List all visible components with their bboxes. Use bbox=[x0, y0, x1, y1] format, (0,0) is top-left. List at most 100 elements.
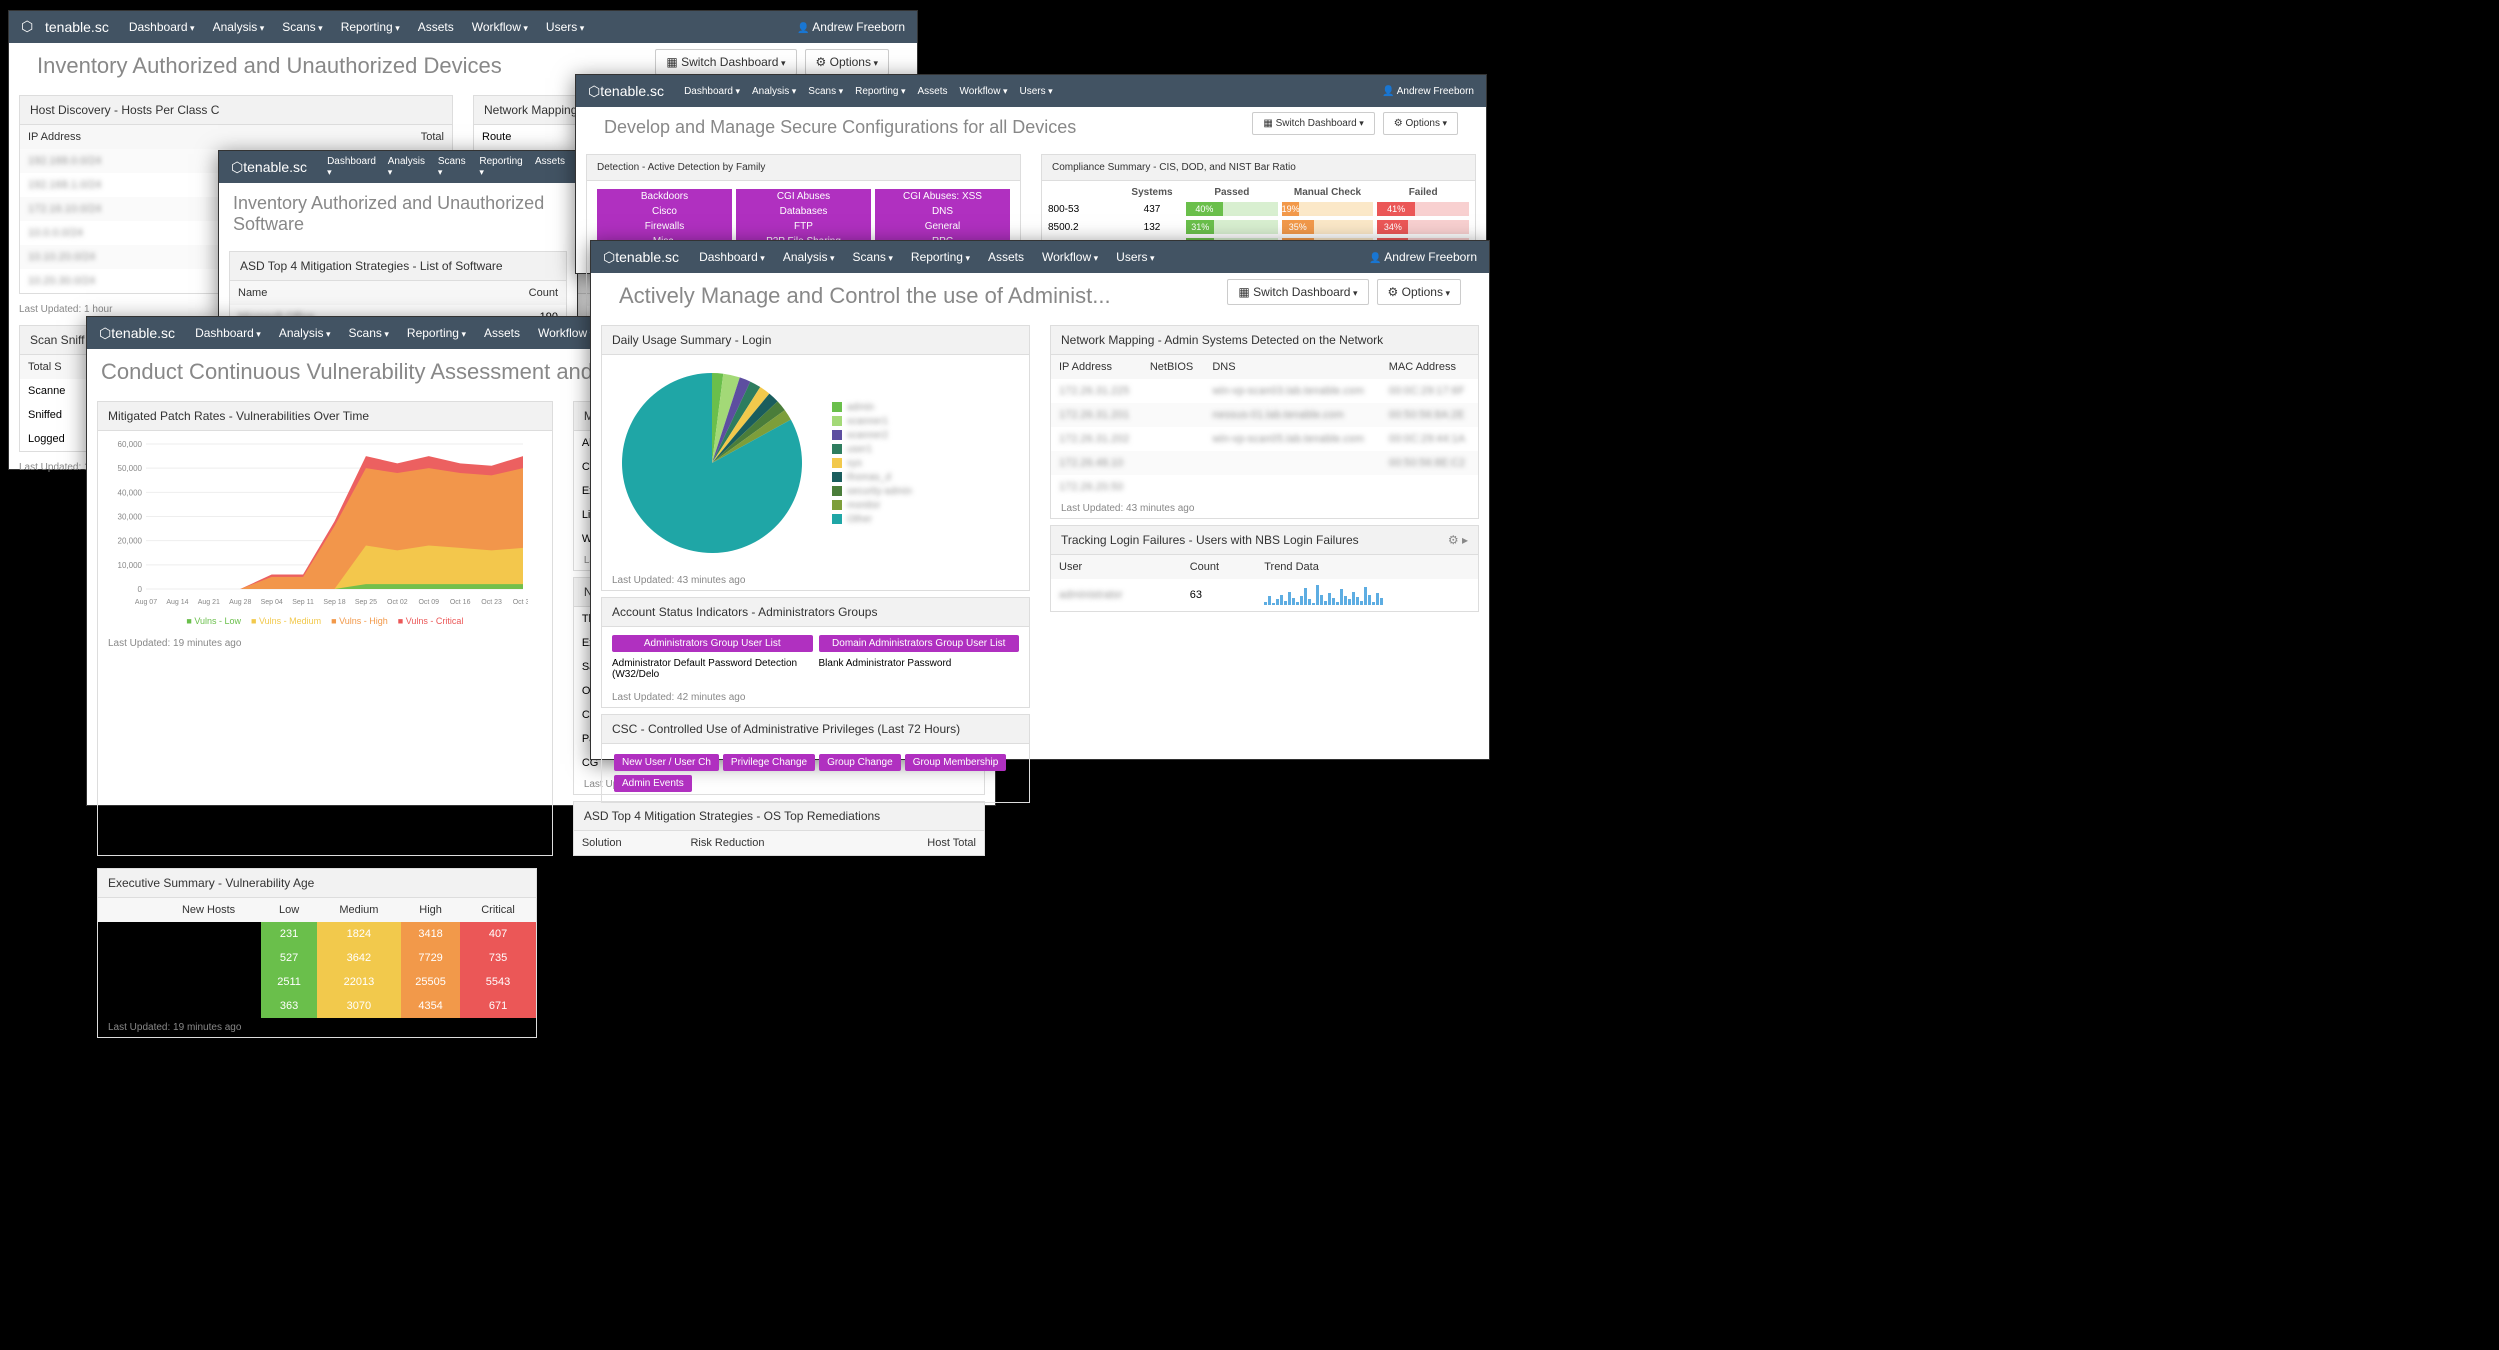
last-updated: Last Updated: 43 minutes ago bbox=[602, 571, 1029, 590]
panel-patch-rates: Mitigated Patch Rates - Vulnerabilities … bbox=[97, 401, 553, 856]
nav-scans[interactable]: Scans bbox=[438, 156, 470, 178]
svg-text:50,000: 50,000 bbox=[118, 464, 143, 473]
nav-dashboard[interactable]: Dashboard bbox=[699, 250, 765, 264]
nav-analysis[interactable]: Analysis bbox=[783, 250, 835, 264]
detection-tag[interactable]: DNS bbox=[875, 204, 1010, 219]
svg-text:Oct 16: Oct 16 bbox=[450, 599, 471, 606]
panel-header: Account Status Indicators - Administrato… bbox=[602, 598, 1029, 627]
nav-users[interactable]: Users bbox=[546, 20, 584, 34]
domain-admin-button[interactable]: Domain Administrators Group User List bbox=[819, 635, 1020, 652]
login-pie-chart bbox=[612, 363, 812, 563]
nav-reporting[interactable]: Reporting bbox=[479, 156, 525, 178]
nav-assets[interactable]: Assets bbox=[988, 250, 1024, 264]
nav-scans[interactable]: Scans bbox=[808, 86, 843, 97]
chart-legend: Vulns - LowVulns - MediumVulns - HighVul… bbox=[108, 616, 542, 626]
nav-items: Dashboard Analysis Scans Reporting Asset… bbox=[699, 250, 1154, 264]
window-admin-control: ⬡ tenable.sc Dashboard Analysis Scans Re… bbox=[590, 240, 1490, 760]
nav-scans[interactable]: Scans bbox=[349, 326, 389, 340]
switch-dashboard-button[interactable]: ▦ Switch Dashboard bbox=[1252, 112, 1374, 135]
vuln-area-chart: 010,00020,00030,00040,00050,00060,000Aug… bbox=[108, 439, 528, 609]
options-button[interactable]: ⚙ Options bbox=[1383, 112, 1458, 135]
options-button[interactable]: ⚙ Options bbox=[805, 49, 889, 75]
pie-legend: adminscanner1scanner2user1systhomas_dsec… bbox=[832, 399, 912, 528]
nav-workflow[interactable]: Workflow bbox=[472, 20, 528, 34]
logo: ⬡tenable.sc bbox=[21, 18, 109, 36]
nav-assets[interactable]: Assets bbox=[484, 326, 520, 340]
nav-analysis[interactable]: Analysis bbox=[213, 20, 265, 34]
nav-users[interactable]: Users bbox=[1020, 86, 1053, 97]
nav-users[interactable]: Users bbox=[1116, 250, 1154, 264]
detection-tag[interactable]: FTP bbox=[736, 219, 871, 234]
switch-dashboard-button[interactable]: ▦ Switch Dashboard bbox=[1227, 279, 1368, 305]
svg-text:20,000: 20,000 bbox=[118, 537, 143, 546]
detection-tag[interactable]: Cisco bbox=[597, 204, 732, 219]
nav-items: Dashboard Analysis Scans Reporting Asset… bbox=[684, 86, 1053, 97]
nav-user[interactable]: Andrew Freeborn bbox=[797, 20, 905, 34]
nav-dashboard[interactable]: Dashboard bbox=[129, 20, 195, 34]
nav-scans[interactable]: Scans bbox=[282, 20, 322, 34]
nav-user[interactable]: Andrew Freeborn bbox=[1369, 250, 1477, 264]
svg-text:Aug 21: Aug 21 bbox=[198, 599, 220, 606]
nav-workflow[interactable]: Workflow bbox=[538, 326, 594, 340]
logo: ⬡ tenable.sc bbox=[588, 83, 664, 100]
nav-dashboard[interactable]: Dashboard bbox=[684, 86, 740, 97]
nav-dashboard[interactable]: Dashboard bbox=[195, 326, 261, 340]
svg-text:Sep 25: Sep 25 bbox=[355, 599, 377, 606]
detection-tag[interactable]: General bbox=[875, 219, 1010, 234]
svg-text:Sep 04: Sep 04 bbox=[261, 599, 283, 606]
brand-text: tenable.sc bbox=[45, 19, 109, 35]
detection-tag[interactable]: Databases bbox=[736, 204, 871, 219]
csc-chip[interactable]: New User / User Ch bbox=[614, 754, 719, 771]
detection-tag[interactable]: Backdoors bbox=[597, 189, 732, 204]
csc-chip[interactable]: Privilege Change bbox=[723, 754, 815, 771]
nav-workflow[interactable]: Workflow bbox=[1042, 250, 1098, 264]
nav-assets[interactable]: Assets bbox=[918, 86, 948, 97]
panel-header: Mitigated Patch Rates - Vulnerabilities … bbox=[98, 402, 552, 431]
nav-analysis[interactable]: Analysis bbox=[388, 156, 428, 178]
logo: ⬡ tenable.sc bbox=[99, 325, 175, 342]
panel-header: Tracking Login Failures - Users with NBS… bbox=[1051, 526, 1478, 555]
detection-tag[interactable]: CGI Abuses: XSS bbox=[875, 189, 1010, 204]
detection-tag[interactable]: CGI Abuses bbox=[736, 189, 871, 204]
nav-dashboard[interactable]: Dashboard bbox=[327, 156, 378, 178]
switch-dashboard-button[interactable]: ▦ Switch Dashboard bbox=[655, 49, 796, 75]
page-title: Inventory Authorized and Unauthorized So… bbox=[219, 183, 577, 245]
nav-items: Dashboard Analysis Scans Reporting Asset… bbox=[195, 326, 594, 340]
nav-reporting[interactable]: Reporting bbox=[855, 86, 905, 97]
nav-scans[interactable]: Scans bbox=[853, 250, 893, 264]
logo: ⬡ tenable.sc bbox=[231, 159, 307, 176]
nav-reporting[interactable]: Reporting bbox=[341, 20, 400, 34]
svg-text:Oct 02: Oct 02 bbox=[387, 599, 408, 606]
th-total: Total bbox=[320, 125, 452, 149]
navbar: ⬡ tenable.sc Dashboard Analysis Scans Re… bbox=[591, 241, 1489, 273]
th-name: Name bbox=[230, 281, 455, 305]
nav-assets[interactable]: Assets bbox=[418, 20, 454, 34]
nav-workflow[interactable]: Workflow bbox=[960, 86, 1008, 97]
svg-text:0: 0 bbox=[138, 585, 143, 594]
nav-analysis[interactable]: Analysis bbox=[279, 326, 331, 340]
csc-chip[interactable]: Admin Events bbox=[614, 775, 692, 792]
nav-reporting[interactable]: Reporting bbox=[407, 326, 466, 340]
detection-tag[interactable]: Firewalls bbox=[597, 219, 732, 234]
svg-text:Oct 09: Oct 09 bbox=[418, 599, 439, 606]
panel-login-failures: Tracking Login Failures - Users with NBS… bbox=[1050, 525, 1479, 612]
window-inventory-software: ⬡ tenable.sc Dashboard Analysis Scans Re… bbox=[218, 150, 578, 320]
panel-csc: CSC - Controlled Use of Administrative P… bbox=[601, 714, 1030, 803]
panel-header: Network Mapping - Admin Systems Detected… bbox=[1051, 326, 1478, 355]
gear-icon[interactable]: ⚙ ▸ bbox=[1448, 533, 1468, 547]
nav-analysis[interactable]: Analysis bbox=[752, 86, 796, 97]
options-button[interactable]: ⚙ Options bbox=[1377, 279, 1461, 305]
svg-text:Sep 11: Sep 11 bbox=[292, 599, 314, 606]
table-row[interactable]: administrator bbox=[1051, 579, 1182, 611]
panel-exec-summary: Executive Summary - Vulnerability Age Ne… bbox=[97, 868, 537, 1038]
admin-group-button[interactable]: Administrators Group User List bbox=[612, 635, 813, 652]
page-title: Actively Manage and Control the use of A… bbox=[605, 273, 1125, 319]
panel-admin-systems: Network Mapping - Admin Systems Detected… bbox=[1050, 325, 1479, 519]
nav-assets[interactable]: Assets bbox=[535, 156, 565, 178]
nav-user[interactable]: Andrew Freeborn bbox=[1382, 86, 1474, 97]
csc-chip[interactable]: Group Membership bbox=[905, 754, 1007, 771]
last-updated: Last Updated: 42 minutes ago bbox=[602, 688, 1029, 707]
panel-header: Host Discovery - Hosts Per Class C bbox=[20, 96, 452, 125]
nav-reporting[interactable]: Reporting bbox=[911, 250, 970, 264]
csc-chip[interactable]: Group Change bbox=[819, 754, 901, 771]
